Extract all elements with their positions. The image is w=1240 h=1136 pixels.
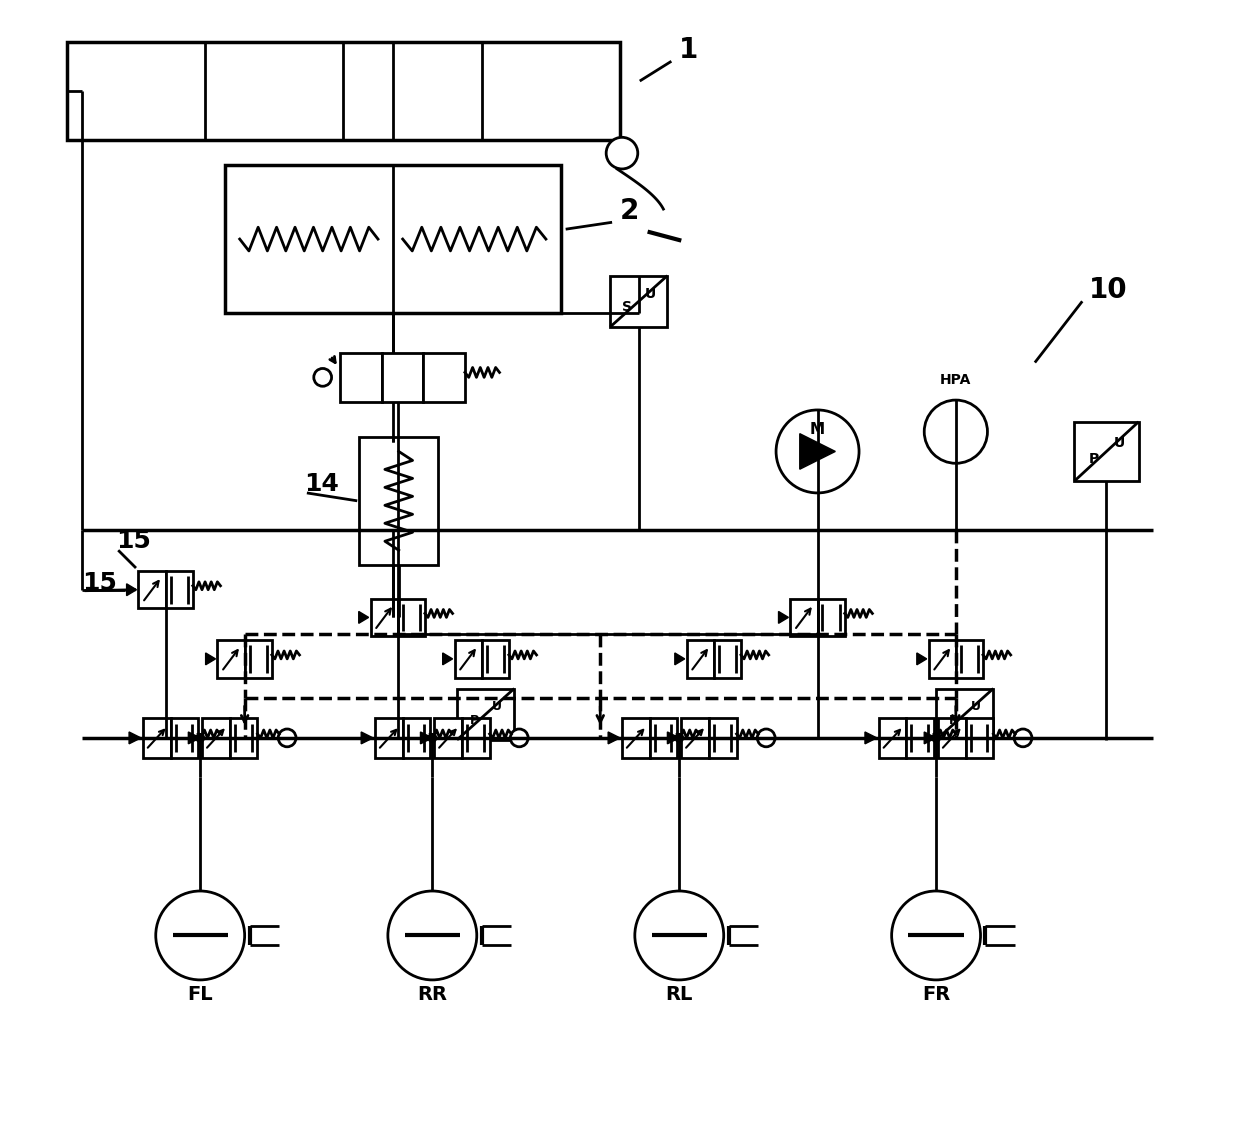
Text: P: P	[949, 713, 957, 727]
Bar	[382, 352, 423, 402]
Bar	[709, 718, 737, 758]
Bar	[229, 718, 258, 758]
Polygon shape	[126, 584, 136, 595]
Circle shape	[606, 137, 637, 169]
Bar	[217, 640, 244, 678]
Text: 14: 14	[304, 471, 339, 496]
Text: FL: FL	[187, 985, 213, 1004]
Text: U: U	[645, 286, 656, 301]
Bar	[371, 599, 398, 636]
Circle shape	[924, 400, 987, 463]
Bar	[687, 640, 714, 678]
Bar	[817, 599, 844, 636]
Text: HPA: HPA	[940, 374, 971, 387]
Polygon shape	[916, 653, 926, 665]
Bar	[398, 599, 425, 636]
Bar	[139, 571, 166, 609]
Text: 1: 1	[680, 36, 698, 65]
Bar	[458, 688, 515, 740]
Bar	[1074, 421, 1138, 481]
Polygon shape	[608, 732, 620, 744]
Text: RR: RR	[418, 985, 448, 1004]
Circle shape	[388, 891, 476, 980]
Text: RL: RL	[666, 985, 693, 1004]
Bar	[936, 688, 993, 740]
Polygon shape	[667, 732, 680, 744]
Polygon shape	[206, 653, 216, 665]
Circle shape	[776, 410, 859, 493]
Polygon shape	[361, 732, 373, 744]
Bar	[790, 599, 817, 636]
Bar	[244, 640, 272, 678]
Bar	[929, 640, 956, 678]
Bar	[202, 718, 229, 758]
Text: FR: FR	[923, 985, 950, 1004]
Circle shape	[758, 729, 775, 746]
Circle shape	[635, 891, 724, 980]
Circle shape	[428, 733, 438, 743]
Polygon shape	[129, 732, 141, 744]
Text: 2: 2	[620, 198, 640, 225]
Text: 15: 15	[82, 570, 117, 595]
Bar	[171, 718, 198, 758]
Circle shape	[931, 733, 941, 743]
Bar	[434, 718, 463, 758]
Circle shape	[892, 891, 981, 980]
Bar	[481, 640, 508, 678]
Polygon shape	[675, 653, 684, 665]
Bar	[681, 718, 709, 758]
Text: P: P	[1089, 451, 1099, 466]
Circle shape	[511, 729, 528, 746]
Bar	[455, 640, 481, 678]
Polygon shape	[866, 732, 877, 744]
Text: S: S	[622, 300, 632, 315]
Bar	[374, 718, 403, 758]
Bar	[166, 571, 192, 609]
Text: 15: 15	[117, 529, 151, 553]
Circle shape	[278, 729, 296, 746]
Bar	[341, 352, 382, 402]
Bar	[224, 165, 560, 314]
Polygon shape	[779, 611, 789, 624]
Text: M: M	[810, 421, 825, 436]
Polygon shape	[420, 732, 433, 744]
Circle shape	[195, 733, 205, 743]
Circle shape	[675, 733, 684, 743]
Bar	[143, 718, 171, 758]
Text: 10: 10	[1089, 276, 1128, 304]
Circle shape	[156, 891, 244, 980]
Bar	[956, 640, 983, 678]
Bar	[360, 436, 438, 565]
Bar	[966, 718, 993, 758]
Bar	[622, 718, 650, 758]
Text: U: U	[1114, 435, 1125, 450]
Text: U: U	[971, 700, 981, 713]
Bar	[939, 718, 966, 758]
Bar	[67, 42, 620, 140]
Bar	[403, 718, 430, 758]
Bar	[423, 352, 465, 402]
Circle shape	[314, 368, 331, 386]
Text: U: U	[492, 700, 502, 713]
Text: P: P	[470, 713, 479, 727]
Bar	[463, 718, 490, 758]
Polygon shape	[188, 732, 200, 744]
Bar	[650, 718, 677, 758]
Bar	[714, 640, 742, 678]
Polygon shape	[800, 434, 836, 469]
Circle shape	[1014, 729, 1032, 746]
Bar	[879, 718, 906, 758]
Bar	[906, 718, 934, 758]
Polygon shape	[443, 653, 453, 665]
Polygon shape	[358, 611, 368, 624]
Bar	[610, 276, 667, 327]
Polygon shape	[924, 732, 936, 744]
